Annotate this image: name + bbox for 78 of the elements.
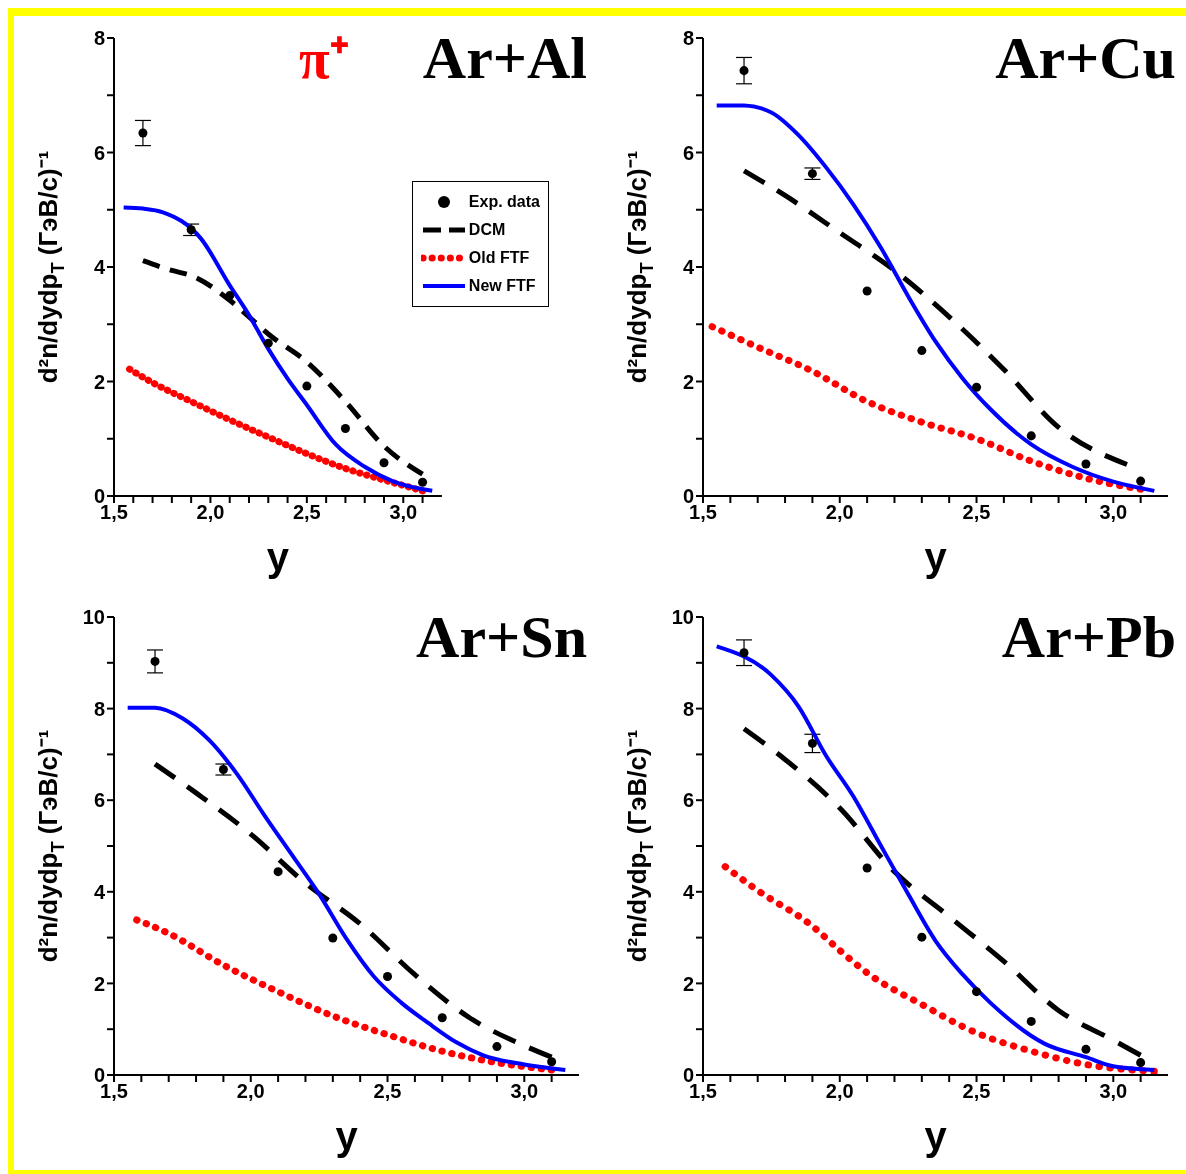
point [328,933,338,943]
x-axis-title: y [924,1114,948,1158]
point [917,346,927,356]
y-tick-label: 6 [93,789,105,812]
x-tick-label: 2,5 [292,501,321,524]
point [917,932,927,942]
y-tick-label: 4 [682,256,695,279]
point [862,286,872,296]
point [1081,459,1091,469]
point [186,225,196,235]
point [138,128,148,138]
legend-label: Old FTF [468,249,530,267]
y-tick-label: 4 [93,256,106,279]
y-tick-label: 6 [682,141,694,164]
point [739,66,749,76]
line-series [714,103,1157,493]
point [437,1013,447,1023]
point [418,477,428,487]
point [1026,1016,1036,1026]
point [1136,1058,1146,1068]
x-tick-label: 3,0 [389,501,418,524]
point [739,648,749,658]
point [218,765,228,775]
line-series [125,705,568,1072]
point [807,169,817,179]
chart-title: Ar+Cu [995,25,1176,91]
x-axis-title: y [266,535,290,579]
y-tick-label: 8 [93,27,105,50]
y-tick-label: 2 [682,972,694,995]
point [150,656,160,666]
legend-label: Exp. data [468,193,540,211]
point [225,291,235,301]
point [972,382,982,392]
point [302,381,312,391]
legend-label: DCM [468,221,506,239]
point [1081,1044,1091,1054]
y-tick-label: 8 [93,697,105,720]
point [1026,431,1036,441]
x-tick-label: 2,0 [236,1080,265,1103]
chart-title: Ar+Pb [1001,604,1176,670]
x-tick-label: 2,0 [825,501,854,524]
point [547,1057,557,1067]
point [383,972,393,982]
y-tick-label: 2 [93,370,105,393]
chart-title: Ar+Sn [416,604,587,670]
y-tick-label: 4 [682,880,695,903]
x-tick-label: 2,0 [825,1080,854,1103]
annotation: π⁺ [299,27,349,92]
y-tick-label: 8 [682,27,694,50]
x-tick-label: 2,5 [962,1080,991,1103]
y-tick-label: 8 [682,697,694,720]
chart-title: Ar+Al [422,25,587,91]
x-tick-label: 3,0 [1099,501,1128,524]
y-tick-label: 6 [682,789,694,812]
y-tick-label: 2 [682,370,694,393]
point [1136,476,1146,486]
x-tick-label: 3,0 [510,1080,539,1103]
x-tick-label: 2,5 [373,1080,402,1103]
y-tick-label: 6 [93,141,105,164]
point [862,863,872,873]
x-tick-label: 2,0 [196,501,225,524]
point [379,458,389,468]
y-tick-label: 10 [82,606,105,629]
point [972,987,982,997]
y-tick-label: 10 [671,606,694,629]
point [263,338,273,348]
x-axis-title: y [335,1114,359,1158]
y-tick-label: 4 [93,880,106,903]
x-tick-label: 3,0 [1099,1080,1128,1103]
x-tick-label: 2,5 [962,501,991,524]
legend-label: New FTF [468,277,536,295]
point [492,1042,502,1052]
point [807,738,817,748]
y-tick-label: 2 [93,972,105,995]
point [273,867,283,877]
line-series [121,205,435,493]
x-axis-title: y [924,535,948,579]
point [340,423,350,433]
